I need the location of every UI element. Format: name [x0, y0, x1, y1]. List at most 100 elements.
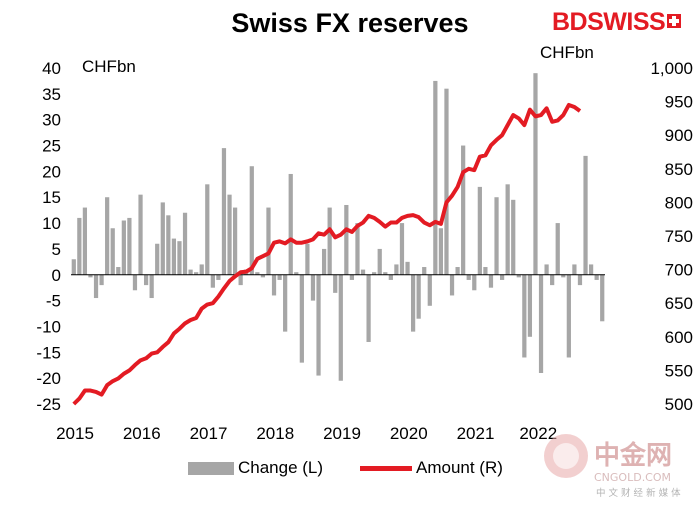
change-bar: [494, 197, 499, 275]
left-tick-label: 10: [42, 214, 61, 233]
change-bar: [194, 272, 199, 275]
change-bar: [477, 186, 482, 275]
change-bar: [77, 217, 82, 275]
change-bar: [577, 274, 583, 286]
change-bar: [344, 204, 349, 275]
change-bar: [88, 274, 93, 278]
bar-series: [71, 73, 605, 381]
right-tick-label: 850: [665, 160, 693, 179]
change-bar: [177, 241, 182, 275]
amount-line: [72, 102, 582, 406]
change-bar: [422, 267, 427, 275]
change-bar: [466, 274, 471, 280]
left-tick-label: 25: [42, 137, 61, 156]
change-bar: [271, 274, 277, 296]
change-bar: [349, 274, 355, 280]
right-tick-label: 550: [665, 361, 693, 380]
change-bar: [449, 274, 455, 296]
change-bar: [511, 199, 516, 275]
x-tick-label: 2022: [519, 424, 557, 443]
change-bar: [572, 264, 577, 275]
legend: Change (L) Amount (R): [0, 458, 700, 482]
change-bar: [338, 274, 343, 381]
change-bar: [333, 274, 338, 293]
change-bar: [499, 274, 505, 280]
change-bar: [166, 215, 171, 275]
right-tick-label: 1,000: [650, 59, 693, 78]
x-tick-label: 2016: [123, 424, 161, 443]
watermark-name: 中金网: [594, 440, 672, 471]
change-bar: [321, 248, 327, 275]
change-bar: [394, 264, 399, 275]
watermark-graphic: 中金网 CNGOLD.COM 中 文 财 经 新 媒 体: [544, 434, 681, 499]
change-bar: [405, 261, 410, 275]
change-bar: [255, 272, 260, 275]
right-axis-unit: CHFbn: [540, 43, 594, 62]
change-bar: [538, 274, 544, 373]
left-tick-label: -25: [36, 395, 61, 414]
legend-item-change: Change (L): [188, 458, 323, 478]
right-axis-ticks: 1,000 950 900 850 800 750 700 650 600 550 500: [650, 59, 693, 414]
x-tick-label: 2020: [390, 424, 428, 443]
change-bar: [327, 207, 332, 275]
right-tick-label: 750: [665, 227, 693, 246]
left-tick-label: 0: [52, 266, 61, 285]
change-bar: [93, 274, 99, 299]
watermark-tagline: 中 文 财 经 新 媒 体: [596, 487, 681, 499]
change-bar: [155, 243, 160, 275]
change-bar: [533, 73, 538, 275]
legend-line-swatch: [360, 465, 412, 471]
coin-inner-icon: [553, 443, 579, 469]
change-bar: [438, 228, 444, 275]
left-axis-unit: CHFbn: [82, 57, 136, 76]
change-bar: [461, 145, 466, 275]
change-bar: [294, 272, 299, 275]
change-bar: [266, 207, 271, 275]
legend-bar-swatch: [188, 461, 234, 475]
change-bar: [149, 274, 154, 299]
legend-label-change: Change (L): [238, 458, 324, 477]
change-bar: [388, 274, 393, 280]
change-bar: [516, 274, 521, 278]
change-bar: [372, 272, 377, 275]
left-tick-label: 15: [42, 188, 61, 207]
right-tick-label: 700: [665, 261, 693, 280]
change-bar: [566, 274, 571, 358]
change-bar: [288, 173, 293, 275]
swiss-cross-icon: [667, 14, 682, 28]
change-bar: [472, 274, 477, 291]
change-bar: [82, 207, 88, 275]
change-bar: [277, 274, 282, 280]
right-tick-label: 500: [665, 395, 693, 414]
change-bar: [143, 274, 149, 286]
change-bar: [138, 194, 143, 275]
legend-label-amount: Amount (R): [416, 458, 503, 477]
change-bar: [360, 269, 366, 275]
change-bar: [483, 267, 488, 275]
change-bar: [310, 274, 316, 301]
watermark-domain: CNGOLD.COM: [594, 471, 671, 484]
change-bar: [377, 248, 382, 275]
change-bar: [132, 274, 138, 291]
change-bar: [416, 274, 421, 319]
change-bar: [299, 274, 304, 363]
change-bar: [594, 274, 599, 280]
x-tick-label: 2021: [457, 424, 495, 443]
left-tick-label: -15: [36, 343, 61, 362]
change-bar: [600, 274, 605, 322]
change-bar: [544, 264, 549, 275]
change-bar: [127, 217, 132, 275]
change-bar: [505, 184, 510, 275]
change-bar: [160, 202, 165, 275]
change-bar: [550, 274, 555, 286]
left-tick-label: 40: [42, 59, 61, 78]
change-bar: [399, 223, 405, 275]
chart-title: Swiss FX reserves: [231, 8, 469, 38]
brand-text: BDSWISS: [552, 8, 666, 36]
left-axis-ticks: 40 35 30 25 20 15 10 5 0 -5 -10 -15 -20 -25: [36, 59, 61, 414]
change-bar: [561, 274, 566, 278]
change-bar: [522, 274, 527, 358]
change-bar: [116, 267, 121, 275]
change-bar: [410, 274, 416, 332]
change-bar: [316, 274, 321, 376]
